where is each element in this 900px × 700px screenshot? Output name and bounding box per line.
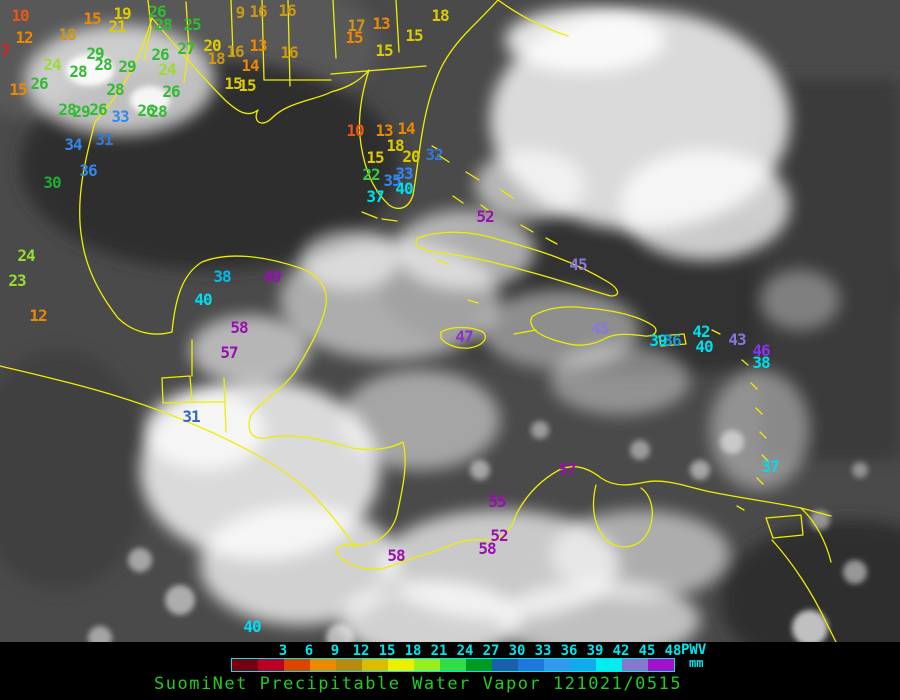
colorbar-tick-label: 18 bbox=[404, 643, 422, 659]
lesser-antilles bbox=[711, 329, 769, 511]
satellite-image bbox=[0, 0, 900, 642]
colorbar-segment bbox=[544, 659, 570, 671]
colorbar-segment bbox=[518, 659, 544, 671]
state-borders bbox=[143, 0, 427, 87]
bahamas-islands bbox=[431, 145, 558, 245]
colorbar-tick-label: 33 bbox=[534, 643, 552, 659]
colorbar-tick-label: 27 bbox=[482, 643, 500, 659]
pwv-colorbar bbox=[231, 658, 675, 672]
coast-venezuela bbox=[558, 466, 832, 517]
colorbar-segment bbox=[362, 659, 388, 671]
coast-pacific bbox=[0, 365, 357, 549]
colorbar-tick-label: 12 bbox=[352, 643, 370, 659]
colorbar-tick-label: 3 bbox=[278, 643, 288, 659]
coast-mexico bbox=[79, 17, 173, 335]
colorbar-segment bbox=[622, 659, 648, 671]
colorbar-segment bbox=[414, 659, 440, 671]
island-trinidad bbox=[765, 514, 804, 539]
page-title: SuomiNet Precipitable Water Vapor 121021… bbox=[154, 674, 683, 694]
colorbar-tick-label: 39 bbox=[586, 643, 604, 659]
cuba-small-islands bbox=[436, 259, 479, 304]
colorbar-tick-label: 45 bbox=[638, 643, 656, 659]
colorbar-segment bbox=[284, 659, 310, 671]
colorbar-tick-label: 36 bbox=[560, 643, 578, 659]
mm-units-label: mm bbox=[689, 656, 704, 670]
coast-guiana bbox=[771, 507, 837, 642]
colorbar-tick-label: 21 bbox=[430, 643, 448, 659]
island-jamaica bbox=[440, 326, 486, 349]
coast-central-america bbox=[336, 441, 560, 570]
colorbar-segment bbox=[492, 659, 518, 671]
coast-florida bbox=[330, 0, 499, 209]
colorbar-tick-label: 30 bbox=[508, 643, 526, 659]
colorbar-segment bbox=[440, 659, 466, 671]
coastline-layer bbox=[0, 0, 837, 642]
colorbar-segment bbox=[310, 659, 336, 671]
colorbar-segment bbox=[570, 659, 596, 671]
island-cuba bbox=[415, 231, 619, 297]
colorbar-tick-label: 15 bbox=[378, 643, 396, 659]
coast-us-east bbox=[497, 0, 569, 37]
colorbar-tick-label: 6 bbox=[304, 643, 314, 659]
colorbar-tick-label: 42 bbox=[612, 643, 630, 659]
colorbar-tick-label: 24 bbox=[456, 643, 474, 659]
colorbar-segment bbox=[596, 659, 622, 671]
pwv-units-label: PWV bbox=[681, 642, 707, 658]
colorbar-segment bbox=[232, 659, 258, 671]
satellite-canvas bbox=[0, 0, 900, 642]
island-puerto-rico bbox=[658, 333, 687, 347]
colorbar-segment bbox=[648, 659, 674, 671]
coast-us-gulf bbox=[151, 17, 332, 124]
coast-yucatan-honduras bbox=[171, 255, 404, 451]
florida-keys bbox=[361, 211, 398, 222]
colorbar-segment bbox=[388, 659, 414, 671]
colorbar-segment bbox=[466, 659, 492, 671]
lake-maracaibo bbox=[592, 484, 653, 548]
island-hispaniola bbox=[513, 306, 657, 346]
legend-strip: 3 6 9 12 15 18 21 24 27 30 33 36 39 42 45 48 PWV mm Suo… bbox=[0, 642, 900, 700]
colorbar-segment bbox=[258, 659, 284, 671]
colorbar-segment bbox=[336, 659, 362, 671]
colorbar-tick-label: 48 bbox=[664, 643, 682, 659]
colorbar-tick-label: 9 bbox=[330, 643, 340, 659]
borders-guatemala bbox=[161, 339, 227, 433]
